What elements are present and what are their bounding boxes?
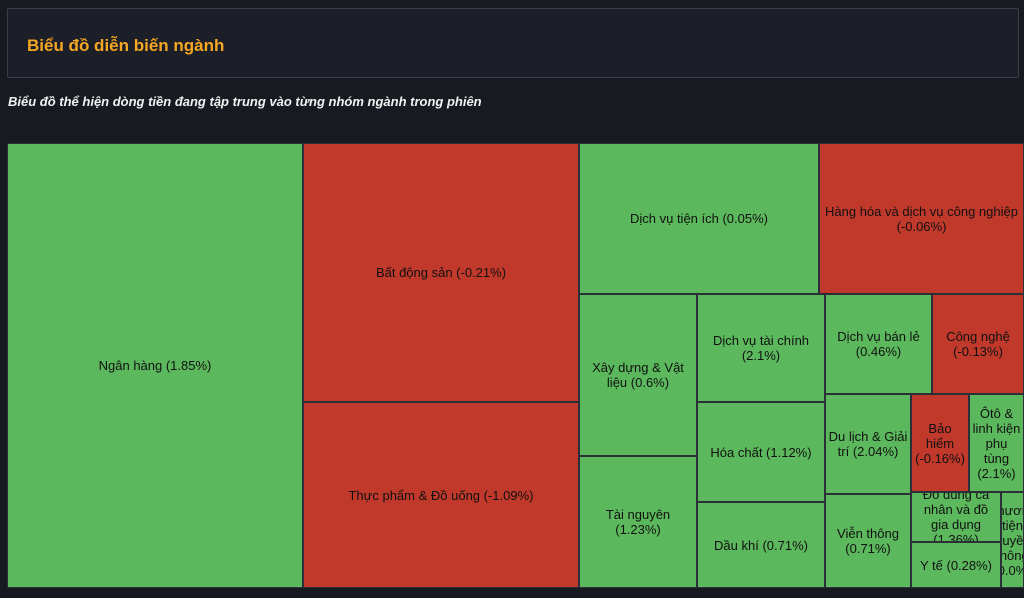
treemap-cell[interactable]: Đồ dùng cá nhân và đồ gia dụng (1.36%) — [911, 492, 1001, 542]
treemap-cell-label: Ôtô & linh kiện phụ tùng (2.1%) — [972, 405, 1021, 481]
treemap-cell[interactable]: Dịch vụ bán lẻ (0.46%) — [825, 294, 932, 394]
treemap-cell-label: Hàng hóa và dịch vụ công nghiệp (-0.06%) — [825, 203, 1018, 234]
treemap-cell[interactable]: Bảo hiểm (-0.16%) — [911, 394, 969, 492]
treemap-cell[interactable]: Xây dựng & Vật liệu (0.6%) — [579, 294, 697, 456]
chart-header: Biểu đồ diễn biến ngành — [7, 8, 1019, 78]
treemap-cell-label: Xây dựng & Vật liệu (0.6%) — [592, 360, 684, 390]
treemap-cell-label: Đồ dùng cá nhân và đồ gia dụng (1.36%) — [922, 492, 990, 542]
sector-treemap: Ngân hàng (1.85%) Bất động sản (-0.21%) Th… — [7, 143, 1024, 588]
treemap-cell[interactable]: Công nghệ (-0.13%) — [932, 294, 1024, 394]
treemap-cell-label: Ngân hàng (1.85%) — [98, 358, 212, 373]
chart-subtitle: Biểu đồ thể hiện dòng tiền đang tập trun… — [8, 94, 482, 109]
treemap-cell-label: Công nghệ (-0.13%) — [946, 329, 1010, 359]
treemap-cell[interactable]: Dầu khí (0.71%) — [697, 502, 825, 588]
treemap-cell-label: Hóa chất (1.12%) — [710, 444, 812, 460]
treemap-cell[interactable]: Ngân hàng (1.85%) — [7, 143, 303, 588]
treemap-cell-label: Dịch vụ tài chính (2.1%) — [712, 333, 810, 363]
treemap-cell[interactable]: Du lịch & Giải trí (2.04%) — [825, 394, 911, 494]
treemap-cell-label: Viễn thông (0.71%) — [837, 526, 899, 556]
treemap-cell-label: Bảo hiểm (-0.16%) — [915, 420, 965, 466]
treemap-cell[interactable]: Hóa chất (1.12%) — [697, 402, 825, 502]
treemap-cell[interactable]: Phương tiện truyền thông (0.0%) — [1001, 492, 1024, 588]
treemap-cell[interactable]: Hàng hóa và dịch vụ công nghiệp (-0.06%) — [819, 143, 1024, 294]
treemap-cell-label: Dịch vụ tiện ích (0.05%) — [629, 211, 768, 226]
treemap-cell-label: Phương tiện truyền thông (0.0%) — [1002, 502, 1024, 578]
treemap-cell-label: Bất động sản (-0.21%) — [375, 265, 507, 280]
treemap-cell-label: Dầu khí (0.71%) — [714, 537, 808, 553]
treemap-cell[interactable]: Dịch vụ tài chính (2.1%) — [697, 294, 825, 402]
treemap-cell[interactable]: Ôtô & linh kiện phụ tùng (2.1%) — [969, 394, 1024, 492]
treemap-cell[interactable]: Viễn thông (0.71%) — [825, 494, 911, 588]
treemap-cell-label: Tài nguyên (1.23%) — [605, 507, 671, 537]
treemap-cell[interactable]: Thực phẩm & Đồ uống (-1.09%) — [303, 402, 579, 588]
page-title: Biểu đồ diễn biến ngành — [27, 36, 225, 55]
treemap-cell[interactable]: Dịch vụ tiện ích (0.05%) — [579, 143, 819, 294]
treemap-cell-label: Du lịch & Giải trí (2.04%) — [828, 429, 908, 459]
treemap-cell[interactable]: Y tế (0.28%) — [911, 542, 1001, 588]
treemap-cell-label: Y tế (0.28%) — [919, 557, 993, 573]
treemap-cell-label: Thực phẩm & Đồ uống (-1.09%) — [348, 487, 534, 503]
treemap-cell[interactable]: Tài nguyên (1.23%) — [579, 456, 697, 588]
treemap-cell[interactable]: Bất động sản (-0.21%) — [303, 143, 579, 402]
treemap-cell-label: Dịch vụ bán lẻ (0.46%) — [837, 329, 920, 359]
